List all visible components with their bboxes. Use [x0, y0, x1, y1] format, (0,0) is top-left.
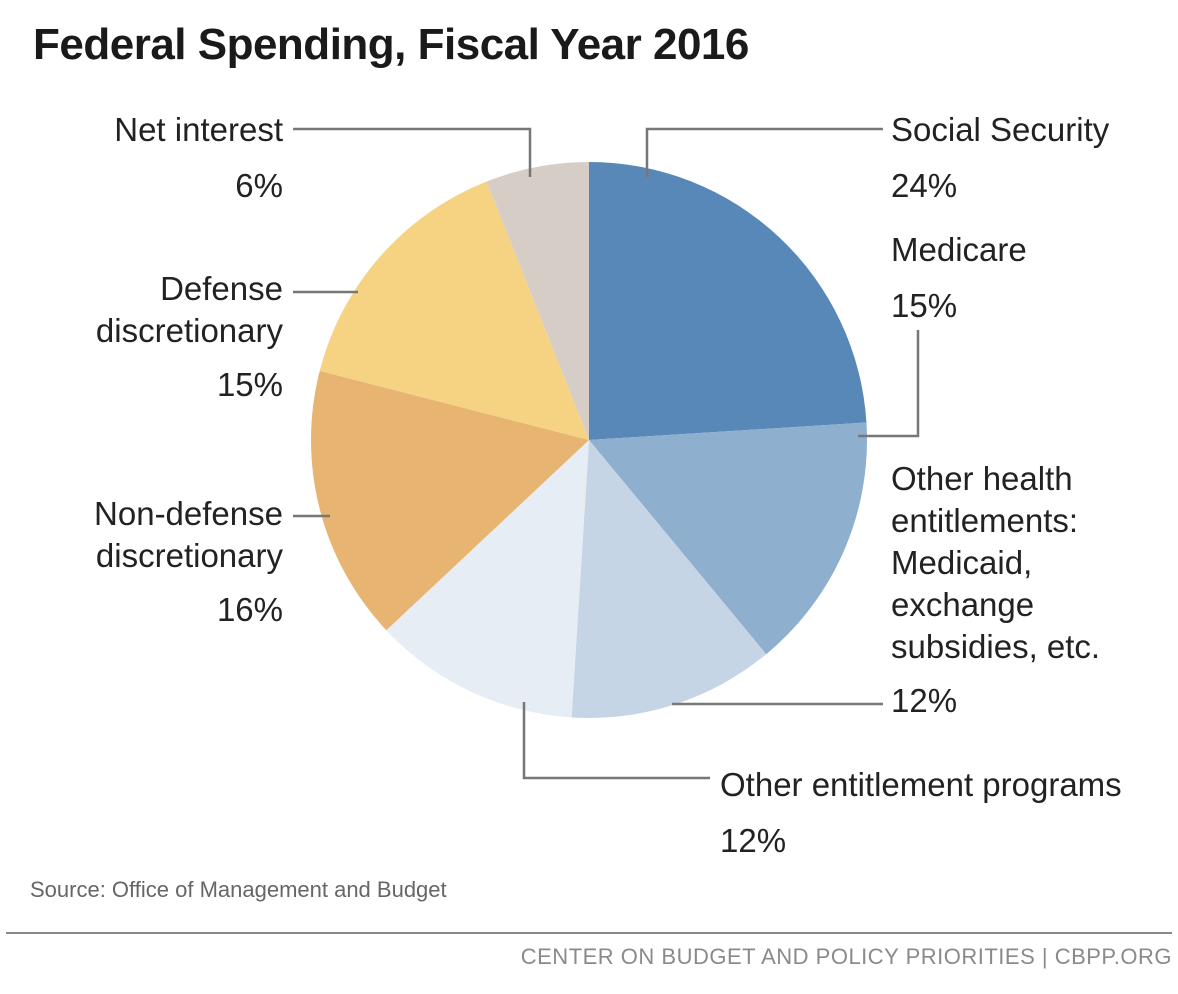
label-other-health: Medicaid, — [891, 544, 1032, 581]
slice-other-entitlement — [386, 440, 589, 718]
source-note: Source: Office of Management and Budget — [30, 877, 447, 902]
pct-medicare: 15% — [891, 287, 957, 324]
pct-social-security: 24% — [891, 167, 957, 204]
label-other-health: subsidies, etc. — [891, 628, 1100, 665]
label-other-entitlement: Other entitlement programs — [720, 766, 1122, 803]
pct-other-entitlement: 12% — [720, 822, 786, 859]
footer-divider — [6, 932, 1172, 934]
leader-net-interest — [293, 127, 532, 177]
leader-lines — [293, 127, 920, 780]
slice-net-interest — [486, 162, 589, 440]
label-non-defense: discretionary — [96, 537, 284, 574]
label-non-defense: Non-defense — [94, 495, 283, 532]
slice-labels: Social Security 24% Medicare 15% Other healt… — [94, 111, 1122, 859]
pct-defense: 15% — [217, 366, 283, 403]
slice-other-health — [571, 440, 767, 718]
slice-social-security — [589, 162, 867, 440]
chart-title: Federal Spending, Fiscal Year 2016 — [33, 20, 749, 69]
pct-other-health: 12% — [891, 682, 957, 719]
pie-slices — [310, 162, 867, 718]
label-defense: Defense — [160, 270, 283, 307]
label-other-health: Other health — [891, 460, 1073, 497]
slice-medicare — [589, 422, 867, 655]
label-medicare: Medicare — [891, 231, 1027, 268]
pct-net-interest: 6% — [235, 167, 283, 204]
slice-non-defense — [310, 370, 589, 631]
label-other-health: entitlements: — [891, 502, 1078, 539]
label-net-interest: Net interest — [114, 111, 283, 148]
leader-other-entitlement — [522, 702, 710, 780]
label-other-health: exchange — [891, 586, 1034, 623]
slice-defense — [319, 181, 589, 440]
footer-credit: CENTER ON BUDGET AND POLICY PRIORITIES |… — [520, 944, 1172, 969]
pct-non-defense: 16% — [217, 591, 283, 628]
label-social-security: Social Security — [891, 111, 1110, 148]
leader-social-security — [645, 127, 883, 177]
leader-medicare — [858, 330, 920, 438]
label-defense: discretionary — [96, 312, 284, 349]
